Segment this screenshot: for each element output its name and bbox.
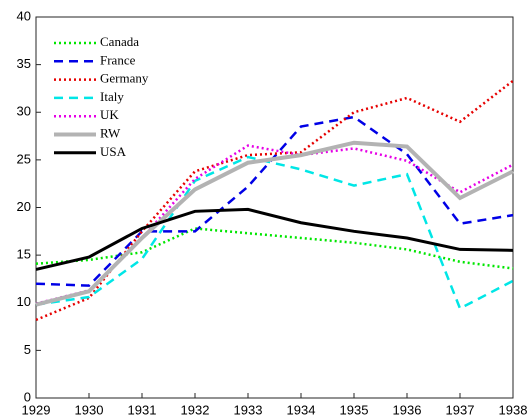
y-tick-label: 15 (17, 247, 31, 262)
y-tick-label: 30 (17, 104, 31, 119)
legend-label: Canada (100, 34, 139, 49)
x-tick-label: 1936 (393, 402, 422, 417)
y-tick-label: 25 (17, 151, 31, 166)
x-tick-label: 1933 (234, 402, 263, 417)
series-line (35, 79, 514, 322)
x-tick-label: 1929 (22, 402, 51, 417)
series-line (35, 207, 514, 271)
legend-label: USA (100, 144, 127, 159)
legend-label: RW (100, 125, 121, 140)
series-line (35, 140, 514, 307)
x-tick-label: 1930 (75, 402, 104, 417)
y-tick-label: 35 (17, 56, 31, 71)
y-tick-label: 40 (17, 8, 31, 23)
series-line (35, 115, 514, 287)
x-tick-label: 1934 (287, 402, 316, 417)
x-tick-label: 1938 (499, 402, 528, 417)
y-tick-label: 20 (17, 199, 31, 214)
y-tick-label: 5 (24, 342, 31, 357)
legend-label: France (100, 52, 136, 67)
legend-label: Italy (100, 89, 124, 104)
legend-label: UK (100, 107, 119, 122)
x-tick-label: 1932 (181, 402, 210, 417)
legend-label: Germany (100, 71, 149, 86)
y-tick-label: 0 (24, 389, 31, 404)
x-tick-label: 1931 (128, 402, 157, 417)
x-tick-label: 1935 (340, 402, 369, 417)
x-tick-label: 1937 (446, 402, 475, 417)
series-line (35, 144, 514, 305)
series-line (35, 227, 514, 270)
y-tick-label: 10 (17, 294, 31, 309)
